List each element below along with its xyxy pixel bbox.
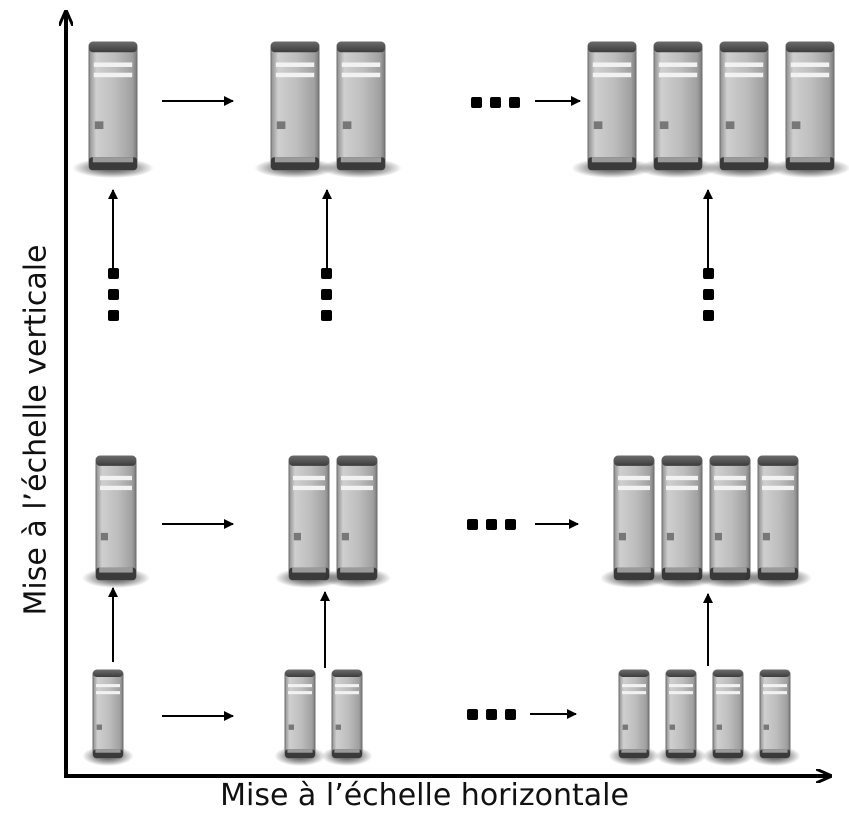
server-grid [72, 41, 849, 766]
tower-server-icon [254, 41, 336, 178]
ellipsis-dots [108, 97, 714, 720]
scaling-arrows [108, 96, 713, 721]
tower-server-icon [571, 41, 653, 178]
tower-server-icon [769, 41, 849, 178]
tower-server-icon [275, 455, 343, 588]
tower-server-icon [321, 669, 373, 766]
ellipsis-vertical [703, 268, 714, 321]
x-axis-label: Mise à l’échelle horizontale [220, 778, 629, 813]
tower-server-icon [274, 669, 326, 766]
ellipsis-horizontal [467, 709, 516, 720]
tower-server-icon [637, 41, 719, 178]
tower-server-icon [72, 41, 154, 178]
tower-server-icon [702, 669, 754, 766]
ellipsis-horizontal [467, 519, 516, 530]
tower-server-icon [749, 669, 801, 766]
ellipsis-vertical [321, 268, 332, 321]
tower-server-icon [600, 455, 668, 588]
tower-server-icon [323, 455, 391, 588]
tower-server-icon [696, 455, 764, 588]
tower-server-icon [648, 455, 716, 588]
ellipsis-horizontal [471, 97, 520, 108]
tower-server-icon [608, 669, 660, 766]
y-axis-label: Mise à l’échelle verticale [18, 244, 54, 616]
tower-server-icon [655, 669, 707, 766]
tower-server-icon [82, 669, 134, 766]
tower-server-icon [320, 41, 402, 178]
tower-server-icon [82, 455, 150, 588]
tower-server-icon [703, 41, 785, 178]
ellipsis-vertical [108, 268, 119, 321]
tower-server-icon [744, 455, 812, 588]
